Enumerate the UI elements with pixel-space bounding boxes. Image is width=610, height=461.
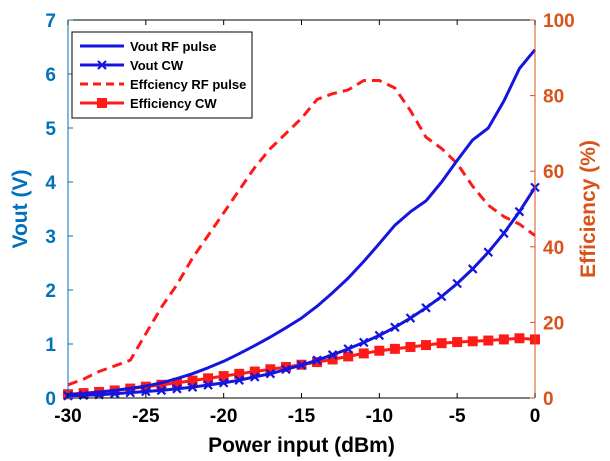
data-point: [483, 335, 494, 346]
left-y-tick-label: 5: [45, 119, 56, 140]
x-tick-label: -5: [449, 406, 466, 427]
data-point: [327, 350, 338, 360]
data-point: [281, 364, 291, 375]
data-point: [436, 338, 447, 349]
legend-label-2: Effciency RF pulse: [130, 77, 246, 92]
data-point: [483, 247, 494, 257]
data-point: [109, 388, 120, 399]
data-point: [156, 385, 167, 396]
data-point: [343, 351, 354, 362]
right-y-tick-label: 40: [543, 238, 564, 259]
data-point: [218, 378, 229, 388]
right-y-axis-title: Efficiency (%): [577, 140, 600, 278]
x-tick-label: -10: [366, 406, 393, 427]
data-point: [405, 313, 416, 323]
data-point: [250, 372, 260, 382]
right-y-tick-label: 20: [543, 313, 564, 334]
data-point: [187, 375, 198, 386]
data-point: [514, 206, 525, 217]
data-point: [312, 355, 322, 365]
data-point: [203, 373, 214, 384]
data-point: [296, 360, 307, 370]
data-point: [187, 382, 198, 392]
left-y-tick-label: 0: [45, 389, 56, 410]
data-point: [389, 343, 400, 354]
left-y-tick-label: 6: [45, 65, 56, 86]
data-point: [421, 303, 431, 313]
data-point: [452, 278, 462, 289]
x-axis-title: Power input (dBm): [208, 434, 395, 457]
data-point: [141, 386, 151, 397]
left-y-tick-label: 1: [45, 335, 56, 356]
legend-label-0: Vout RF pulse: [130, 39, 216, 54]
x-tick-label: -20: [210, 406, 237, 427]
data-point: [358, 348, 369, 359]
data-point: [280, 362, 291, 373]
left-y-tick-label: 4: [45, 173, 56, 194]
legend-marker-1: [97, 60, 107, 70]
legend-marker-3: [97, 98, 107, 108]
data-point: [249, 366, 260, 377]
data-point: [514, 333, 525, 344]
data-point: [327, 354, 338, 365]
x-tick-label: -25: [132, 406, 160, 427]
series-line-2: [67, 79, 536, 387]
data-point: [218, 371, 229, 382]
series-line-0: [67, 48, 537, 397]
data-point: [156, 379, 167, 390]
data-point: [436, 291, 447, 302]
data-point: [390, 322, 400, 333]
data-point: [172, 384, 182, 394]
data-point: [312, 357, 323, 368]
right-y-tick-label: 60: [543, 162, 564, 183]
data-point: [405, 341, 416, 352]
data-point: [374, 345, 385, 356]
data-point: [265, 364, 276, 375]
left-y-tick-label: 2: [45, 281, 56, 302]
data-point: [203, 380, 213, 390]
right-y-tick-label: 100: [543, 11, 575, 32]
data-point: [125, 387, 136, 398]
data-point: [467, 264, 478, 274]
data-point: [265, 368, 276, 379]
data-point: [452, 337, 463, 348]
axes: -30 -25 -20 -15 -10 -5 001234567020406080100Po…: [9, 11, 600, 457]
left-y-axis-title: Vout (V): [9, 170, 32, 249]
data-point: [358, 337, 369, 348]
right-y-tick-label: 80: [543, 87, 564, 108]
data-point: [498, 334, 509, 345]
left-y-tick-label: 3: [45, 227, 56, 248]
data-point: [94, 389, 104, 400]
legend-label-1: Vout CW: [130, 58, 184, 73]
data-point: [499, 228, 509, 239]
data-point: [421, 340, 432, 351]
data-point: [171, 377, 182, 388]
data-point: [467, 336, 478, 347]
legend: Vout RF pulse Vout CW Effciency RF pulse Ef…: [71, 31, 253, 119]
x-tick-label: 0: [530, 406, 541, 427]
data-point: [374, 330, 385, 341]
left-y-tick-label: 7: [45, 11, 56, 32]
plot-area: [63, 48, 540, 401]
data-point: [234, 368, 245, 379]
x-tick-label: -30: [54, 406, 81, 427]
x-tick-label: -15: [288, 406, 316, 427]
right-y-tick-label: 0: [543, 389, 554, 410]
legend-label-3: Efficiency CW: [130, 96, 217, 111]
data-point: [234, 375, 245, 385]
data-point: [343, 344, 353, 354]
